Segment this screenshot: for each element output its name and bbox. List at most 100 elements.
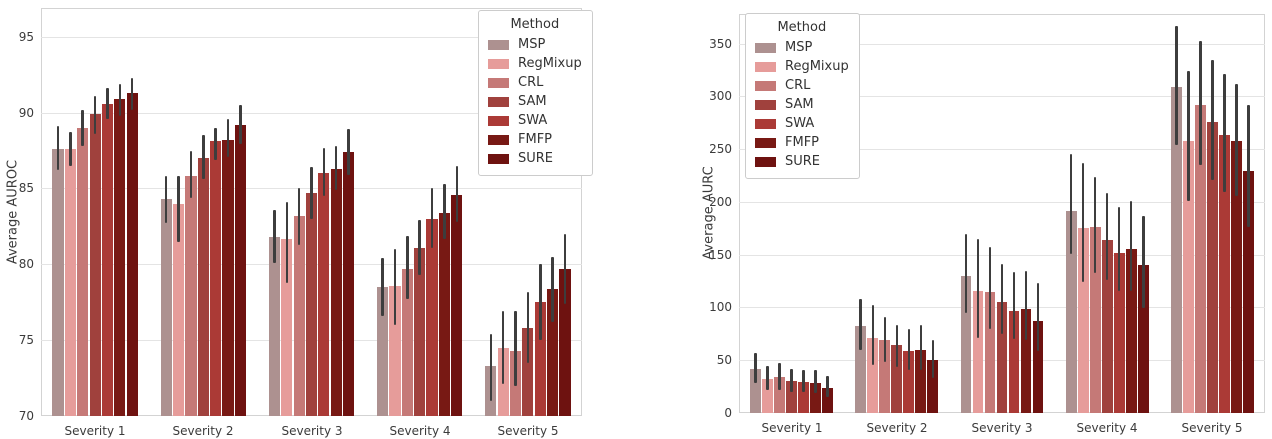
error-bar [1129, 200, 1133, 291]
y-tick-label: 50 [716, 353, 732, 367]
legend-swatch-icon [488, 115, 509, 126]
bar-msp-severity-3 [268, 237, 280, 416]
legend-label: SURE [518, 151, 554, 166]
x-tick-label: Severity 2 [866, 421, 928, 435]
error-bar [443, 183, 446, 239]
error-bar [93, 95, 97, 134]
aurc-y-axis-label: Average AURC [701, 166, 717, 260]
bar-crl-severity-2 [185, 176, 197, 416]
error-bar [130, 77, 134, 110]
legend-swatch-icon [755, 156, 776, 167]
error-bar [1093, 176, 1097, 273]
bar-swa-severity-2 [903, 350, 915, 413]
error-bar [766, 365, 769, 390]
bar-sure-severity-5 [559, 268, 571, 416]
bar-swa-severity-4 [426, 218, 438, 416]
bar-msp-severity-5 [1170, 86, 1182, 413]
legend-swatch-icon [488, 77, 509, 88]
bar-swa-severity-4 [1113, 252, 1125, 413]
error-bar [177, 176, 180, 242]
error-bar [406, 235, 409, 300]
error-bar [871, 305, 874, 366]
gridline [739, 255, 1265, 256]
gridline [41, 37, 582, 38]
auroc-y-axis-label: Average AUROC [5, 159, 21, 265]
legend-swatch-icon [488, 96, 509, 107]
error-bar [1199, 41, 1202, 165]
legend-swatch-icon [488, 134, 509, 145]
bar-regmixup-severity-1 [762, 379, 773, 413]
error-bar [393, 249, 397, 325]
bar-sam-severity-3 [305, 193, 318, 416]
legend-label: CRL [518, 75, 544, 90]
error-bar [106, 88, 109, 119]
gridline [739, 202, 1265, 203]
bar-swa-severity-5 [534, 302, 546, 416]
error-bar [56, 126, 60, 171]
legend-swatch-icon [755, 42, 776, 53]
error-bar [1024, 270, 1028, 341]
error-bar [539, 264, 542, 341]
x-tick-label: Severity 4 [1076, 421, 1138, 435]
error-bar [1223, 74, 1226, 193]
gridline [739, 96, 1265, 97]
legend-item-msp: MSP [488, 35, 582, 54]
legend-swatch-icon [755, 99, 776, 110]
error-bar [1036, 283, 1040, 351]
error-bar [826, 376, 829, 398]
error-bar [1175, 25, 1178, 145]
bar-swa-severity-2 [210, 141, 222, 416]
legend-swatch-icon [755, 137, 776, 148]
bar-regmixup-severity-1 [64, 149, 76, 416]
legend-swatch-icon [755, 80, 776, 91]
bar-crl-severity-4 [1089, 227, 1101, 413]
error-bar [1012, 271, 1016, 340]
y-tick-label: 300 [709, 89, 732, 103]
legend-swatch-icon [488, 39, 509, 50]
bar-fmfp-severity-1 [810, 383, 822, 413]
legend-label: SAM [518, 94, 547, 109]
error-bar [164, 176, 168, 224]
legend-item-crl: CRL [488, 73, 582, 92]
bar-sure-severity-4 [451, 194, 463, 416]
error-bar [976, 238, 980, 339]
bar-fmfp-severity-4 [438, 212, 450, 416]
bar-regmixup-severity-3 [972, 290, 984, 413]
error-bar [1105, 193, 1109, 280]
y-tick-label: 100 [709, 300, 732, 314]
bar-sure-severity-3 [1032, 321, 1044, 413]
legend-label: RegMixup [785, 59, 849, 74]
bar-crl-severity-1 [77, 127, 89, 416]
legend-item-sure: SURE [755, 152, 849, 171]
y-tick-label: 90 [18, 106, 34, 120]
error-bar [381, 258, 384, 316]
y-tick-label: 350 [709, 37, 732, 51]
legend-item-regmixup: RegMixup [755, 57, 849, 76]
error-bar [1235, 83, 1238, 196]
bar-msp-severity-3 [960, 275, 972, 413]
y-tick-label: 80 [18, 257, 34, 271]
bar-fmfp-severity-4 [1125, 249, 1137, 413]
bar-sure-severity-2 [927, 360, 939, 413]
error-bar [931, 340, 935, 379]
legend-items: MSP RegMixup CRL SAM SWA FMFP SURE [755, 38, 849, 171]
error-bar [297, 188, 301, 245]
legend-item-sam: SAM [755, 95, 849, 114]
error-bar [1142, 215, 1145, 309]
bar-crl-severity-3 [293, 215, 305, 416]
bar-regmixup-severity-3 [281, 238, 293, 416]
bar-msp-severity-1 [52, 149, 64, 416]
y-tick-label: 85 [18, 181, 34, 195]
legend-swatch-icon [488, 58, 509, 69]
aurc-chart: Average AURC Method MSP RegMixup CRL SAM SWA… [636, 0, 1272, 439]
bar-regmixup-severity-5 [1182, 140, 1194, 413]
legend-item-msp: MSP [755, 38, 849, 57]
bar-sam-severity-1 [786, 381, 797, 413]
bar-sure-severity-4 [1137, 265, 1149, 413]
bar-msp-severity-2 [855, 326, 867, 413]
bar-regmixup-severity-4 [389, 285, 401, 416]
error-bar [814, 369, 817, 393]
legend-label: RegMixup [518, 56, 582, 71]
legend-label: SURE [785, 154, 821, 169]
error-bar [189, 150, 193, 198]
